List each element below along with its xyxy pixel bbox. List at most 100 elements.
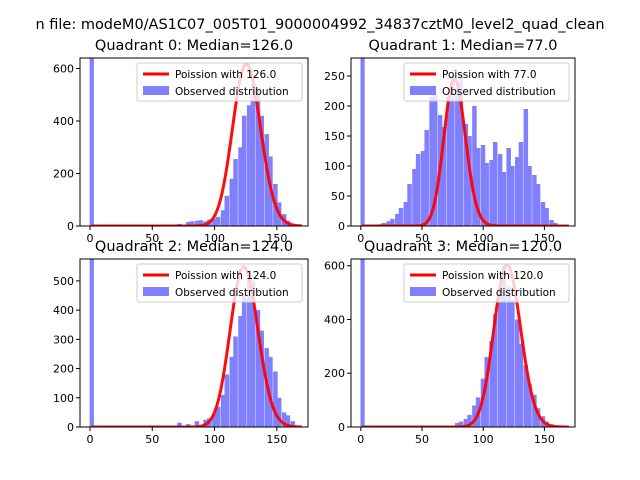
histogram-bar: [220, 394, 226, 427]
y-tick-label: 400: [324, 313, 345, 326]
histogram-bar: [238, 315, 243, 427]
legend-swatch-observed: [410, 86, 436, 95]
plot-area: [89, 58, 304, 226]
histogram-bar: [480, 145, 486, 226]
histogram-bar: [386, 221, 391, 226]
axes-frame: [79, 258, 309, 428]
y-tick-label: 400: [53, 304, 74, 317]
histogram-bar: [407, 184, 412, 226]
histogram-bar: [233, 159, 238, 226]
histogram-bar: [510, 166, 515, 226]
x-tick-label: 50: [415, 232, 429, 245]
histogram-bar: [241, 115, 247, 226]
histogram-bar: [238, 147, 243, 226]
axes-frame: [350, 258, 576, 428]
legend-label-observed: Observed distribution: [442, 287, 556, 299]
subplot-quadrant-0: Quadrant 0: Median=126.0 0 50 100 150 0 200 40…: [53, 38, 309, 245]
y-tick-label: 0: [67, 421, 74, 434]
y-tick-label: 200: [53, 363, 74, 376]
histogram-bar: [489, 340, 494, 427]
poisson-curve: [361, 263, 570, 427]
histogram-bar: [535, 184, 541, 226]
histogram-bar: [458, 73, 464, 226]
axes-frame: [350, 57, 576, 227]
histogram-bar: [506, 287, 511, 427]
histogram-bar: [523, 109, 529, 226]
histogram-bar: [424, 130, 429, 226]
legend-label-poisson: Poission with 77.0: [442, 69, 537, 81]
histogram-bar: [501, 172, 507, 226]
histogram-bar: [403, 202, 409, 226]
legend-box: [136, 263, 303, 303]
y-tick-label: 0: [338, 421, 345, 434]
subplot-title: Quadrant 2: Median=124.0: [95, 239, 293, 255]
histogram-bar: [189, 221, 195, 226]
histogram-bar: [518, 343, 524, 427]
x-tick-label: 0: [357, 433, 364, 446]
histogram-bar: [527, 166, 532, 226]
spike-bar: [89, 58, 94, 226]
histogram-bar: [523, 365, 529, 427]
y-tick-label: 400: [53, 115, 74, 128]
histogram-bar: [194, 421, 200, 427]
spike-bar: [89, 259, 94, 427]
histogram-bar: [515, 319, 520, 427]
histogram-bar: [467, 136, 472, 226]
histogram-bar: [250, 84, 256, 226]
histogram-bar: [398, 208, 404, 226]
legend-swatch-observed: [143, 287, 169, 296]
histogram-bar: [259, 115, 264, 226]
histogram-bar: [215, 406, 221, 427]
plot-area: [360, 58, 570, 226]
x-tick-label: 150: [266, 232, 287, 245]
y-tick-label: 0: [67, 220, 74, 233]
histogram-bar: [255, 310, 261, 427]
histogram-bar: [415, 154, 421, 226]
histogram-bar: [532, 394, 537, 427]
histogram-bar: [492, 314, 498, 427]
subplot-title: Quadrant 3: Median=120.0: [364, 239, 562, 255]
y-tick-label: 500: [53, 275, 74, 288]
subplot-quadrant-3: Quadrant 3: Median=120.0 0 50 100 150 0 200 40…: [324, 239, 576, 446]
histogram-bar: [255, 89, 261, 226]
histogram-bar: [532, 175, 537, 226]
histogram-bar: [229, 356, 235, 427]
histogram-bar: [215, 216, 221, 226]
histogram-bar: [515, 157, 520, 226]
histogram-bar: [540, 202, 546, 226]
x-tick-label: 150: [534, 232, 555, 245]
y-tick-label: 200: [53, 168, 74, 181]
histogram-bar: [518, 142, 524, 226]
histogram-bar: [484, 357, 489, 427]
histogram-bar: [285, 415, 291, 427]
legend-box: [403, 62, 570, 102]
histogram-bar: [463, 124, 469, 226]
histogram-bar: [395, 214, 400, 226]
histogram-bar: [241, 295, 247, 427]
histogram-bar: [489, 160, 494, 226]
histogram-bar: [472, 106, 477, 226]
histogram-bar: [455, 422, 460, 427]
x-tick-label: 100: [473, 433, 494, 446]
y-tick-label: 150: [324, 130, 345, 143]
histogram-bar: [246, 277, 252, 427]
legend-swatch-observed: [143, 86, 169, 95]
x-tick-label: 150: [266, 433, 287, 446]
x-tick-label: 0: [86, 433, 93, 446]
histogram-bar: [458, 421, 464, 427]
histogram-bar: [455, 88, 460, 226]
histogram-bar: [420, 151, 426, 226]
histogram-bar: [390, 218, 395, 226]
y-tick-label: 100: [53, 392, 74, 405]
histogram-bar: [246, 105, 252, 226]
histogram-bar: [268, 356, 273, 427]
y-tick-label: 200: [324, 100, 345, 113]
histogram-bar: [194, 220, 200, 226]
histogram-bar: [264, 134, 269, 226]
histogram-bar: [549, 220, 554, 226]
x-tick-label: 50: [415, 433, 429, 446]
figure-suptitle: n file: modeM0/AS1C07_005T01_9000004992_…: [35, 17, 604, 33]
histogram-bar: [250, 280, 256, 427]
histogram-bar: [259, 330, 264, 427]
